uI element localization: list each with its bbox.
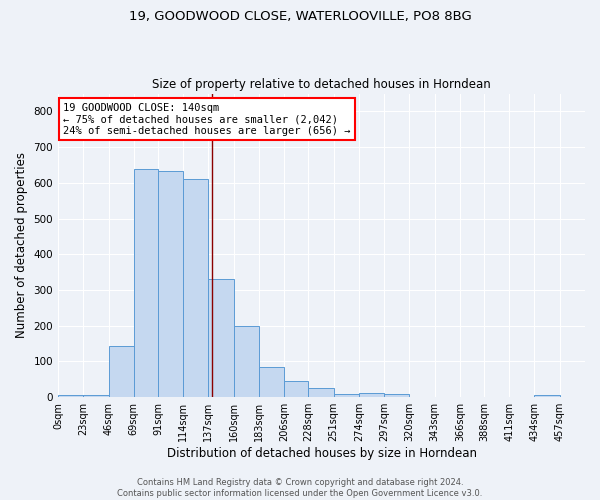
Bar [284,381,308,397]
Bar [308,388,334,397]
Bar [58,396,83,397]
Text: 19, GOODWOOD CLOSE, WATERLOOVILLE, PO8 8BG: 19, GOODWOOD CLOSE, WATERLOOVILLE, PO8 8… [128,10,472,23]
Bar [535,396,560,397]
Bar [233,326,259,397]
Y-axis label: Number of detached properties: Number of detached properties [15,152,28,338]
Bar [158,172,183,397]
Bar [134,170,158,397]
Bar [109,346,134,397]
Bar [359,393,384,397]
X-axis label: Distribution of detached houses by size in Horndean: Distribution of detached houses by size … [167,447,476,460]
Bar [259,367,284,397]
Bar [183,178,208,397]
Bar [83,396,109,397]
Bar [208,278,233,397]
Text: Contains HM Land Registry data © Crown copyright and database right 2024.
Contai: Contains HM Land Registry data © Crown c… [118,478,482,498]
Bar [384,394,409,397]
Bar [334,394,359,397]
Text: 19 GOODWOOD CLOSE: 140sqm
← 75% of detached houses are smaller (2,042)
24% of se: 19 GOODWOOD CLOSE: 140sqm ← 75% of detac… [64,102,351,136]
Title: Size of property relative to detached houses in Horndean: Size of property relative to detached ho… [152,78,491,91]
